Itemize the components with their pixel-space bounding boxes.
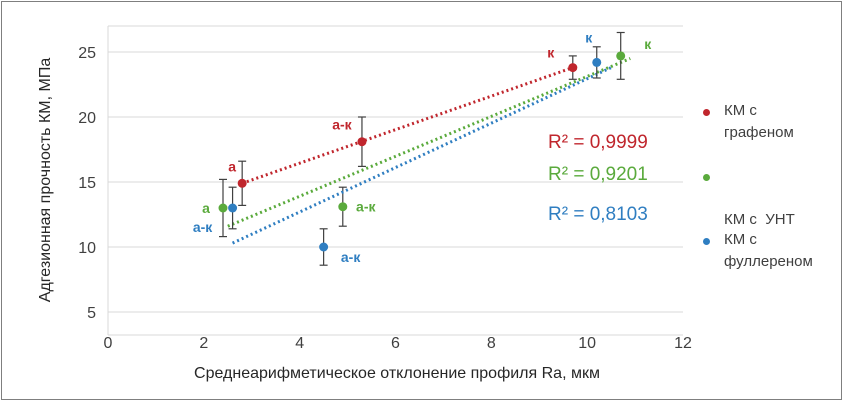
legend-marker-fullerene [703,238,710,245]
r2-label: R² = 0,9201 [548,164,648,185]
point-label: а-к [193,219,213,235]
x-axis-title: Среднеарифметическое отклонение профиля … [194,365,600,382]
data-point [357,137,367,147]
x-tick-label: 2 [199,335,208,352]
y-tick-label: 5 [87,305,96,322]
y-tick-label: 20 [78,110,96,127]
x-tick-label: 8 [487,335,496,352]
x-tick-label: 6 [391,335,400,352]
x-tick-label: 4 [295,335,304,352]
point-label: а [228,158,236,174]
legend-label-line: КМ с УНТ [724,211,795,228]
legend-item-fullerene: КМ с фуллереном [724,229,813,273]
data-point [568,63,578,73]
point-label: а [202,200,210,216]
data-point [237,178,247,188]
point-label: к [585,29,593,45]
point-label: а-к [332,117,352,133]
trendline-0 [241,66,574,185]
data-point [228,203,238,213]
data-point [592,57,602,67]
legend-label-line: графеном [724,124,794,141]
x-tick-label: 10 [578,335,596,352]
x-tick-label: 0 [104,335,113,352]
legend-marker-graphene [703,109,710,116]
data-point [616,51,626,61]
y-tick-label: 25 [78,45,96,62]
x-tick-label: 12 [674,335,692,352]
point-label: а-к [341,249,361,265]
legend-label-line: фуллереном [724,253,813,270]
point-label: к [547,45,555,61]
legend-label-line: КМ с [724,102,757,119]
legend-item-graphene: КМ с графеном [724,100,794,144]
r2-label: R² = 0,8103 [548,204,648,225]
y-tick-label: 10 [78,240,96,257]
data-point [218,203,228,213]
legend-label-line: КМ с [724,231,757,248]
legend-item-cnt: КМ с УНТ [724,165,795,275]
data-point [338,202,348,212]
r2-label: R² = 0,9999 [548,132,648,153]
point-label: а-к [356,199,376,215]
y-tick-label: 15 [78,175,96,192]
y-axis-title: Адгезионная прочность КМ, МПа [37,58,54,303]
data-point [319,242,329,252]
point-label: к [644,36,652,52]
legend-marker-cnt [703,174,710,181]
